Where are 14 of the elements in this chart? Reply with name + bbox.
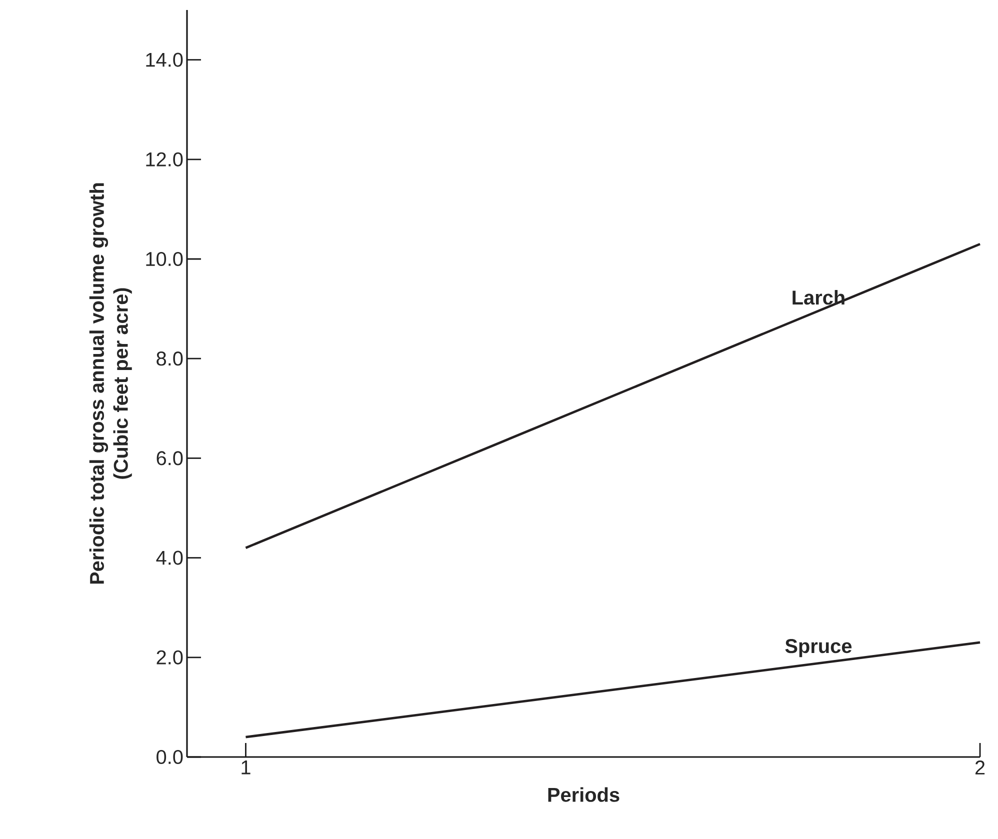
y-tick-label: 4.0 — [156, 550, 183, 565]
y-axis-title: Periodic total gross annual volume growth (Cubic feet per acre) — [89, 183, 132, 584]
y-tick-label: 6.0 — [156, 451, 183, 466]
x-tick-label: 1 — [242, 760, 250, 774]
y-tick-label: 10.0 — [146, 252, 183, 266]
y-tick-label: 14.0 — [146, 52, 183, 67]
y-tick-label: 0.0 — [156, 750, 183, 764]
series-label: Larch — [792, 290, 844, 305]
x-axis-title: Periods — [548, 787, 620, 802]
y-tick-label: 2.0 — [156, 650, 183, 664]
y-tick-label: 12.0 — [146, 152, 183, 166]
x-tick-label: 2 — [975, 760, 985, 774]
y-tick-label: 8.0 — [156, 352, 183, 366]
series-label: Spruce — [785, 639, 852, 658]
